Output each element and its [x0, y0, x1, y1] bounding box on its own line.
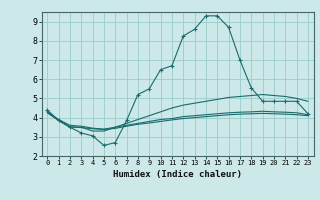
X-axis label: Humidex (Indice chaleur): Humidex (Indice chaleur) [113, 170, 242, 179]
